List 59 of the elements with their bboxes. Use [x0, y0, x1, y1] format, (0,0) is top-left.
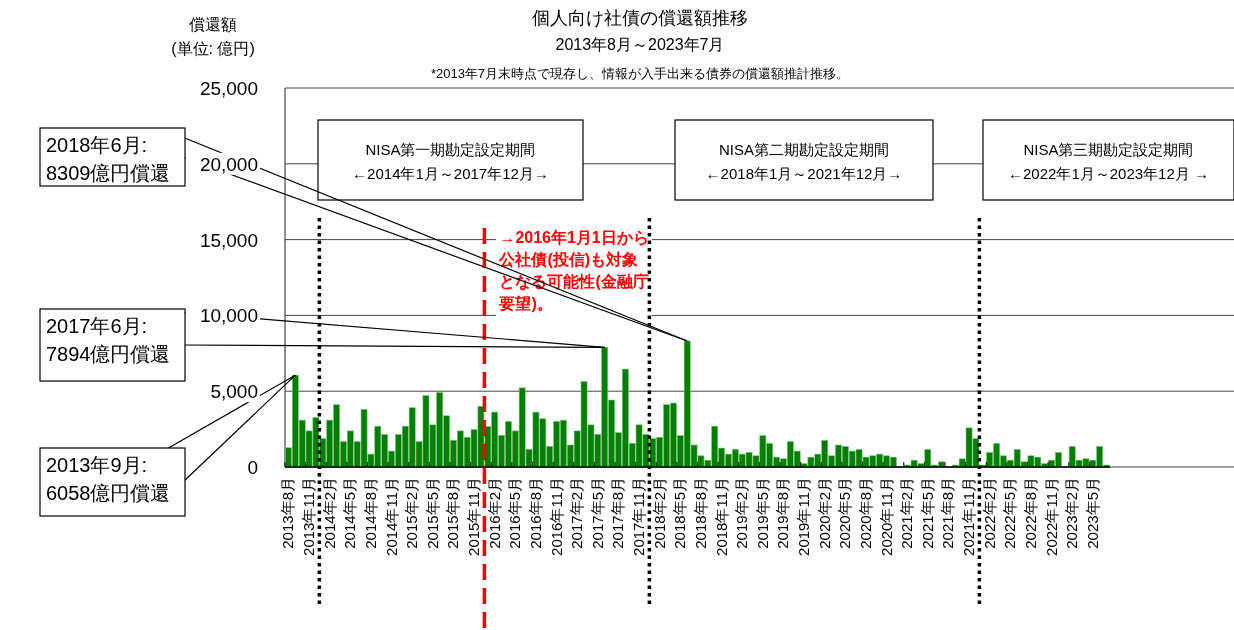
annotation: NISA第二期勘定設定期間 ←2018年1月～2021年12月→	[705, 141, 903, 182]
x-tick-label: 2017年5月	[588, 477, 606, 549]
x-tick-label: 2016年8月	[526, 477, 544, 549]
x-tick-label: 2015年8月	[444, 477, 462, 549]
x-tick-label: 2022年2月	[980, 477, 998, 549]
x-tick-label: 2022年8月	[1021, 477, 1039, 549]
y-axis-title: 償還額 (単位: 億円)	[171, 16, 255, 57]
x-tick-label: 2013年8月	[279, 477, 297, 549]
y-tick-label: 20,000	[199, 153, 258, 175]
y-tick-label: 25,000	[199, 78, 258, 99]
x-tick-label: 2017年8月	[609, 477, 627, 549]
y-tick-label: 15,000	[199, 229, 258, 251]
x-tick-label: 2016年11月	[547, 477, 565, 556]
x-tick-label: 2018年5月	[671, 477, 689, 549]
x-tick-label: 2014年11月	[382, 477, 400, 556]
annotation: 2018年6月: 8309億円償還	[46, 134, 171, 184]
x-tick-label: 2014年2月	[320, 477, 338, 549]
x-tick-label: 2015年2月	[403, 477, 421, 549]
chart-subtitle: 2013年8月～2023年7月	[555, 36, 725, 53]
x-tick-label: 2020年11月	[877, 477, 895, 556]
x-tick-label: 2017年11月	[630, 477, 648, 556]
y-tick-label: 0	[247, 457, 258, 478]
x-tick-label: 2020年2月	[815, 477, 833, 549]
x-tick-label: 2021年11月	[960, 477, 978, 556]
x-tick-label: 2018年2月	[650, 477, 668, 549]
x-tick-label: 2019年8月	[774, 477, 792, 549]
x-tick-label: 2015年5月	[423, 477, 441, 549]
x-tick-label: 2013年11月	[300, 477, 318, 556]
x-tick-label: 2018年8月	[691, 477, 709, 549]
x-tick-label: 2017年2月	[568, 477, 586, 549]
x-tick-label: 2023年5月	[1083, 477, 1101, 549]
x-tick-label: 2019年5月	[753, 477, 771, 549]
x-tick-label: 2020年5月	[836, 477, 854, 549]
annotation: NISA第三期勘定設定期間 ←2022年1月～2023年12月 →	[1008, 141, 1209, 182]
x-tick-label: 2023年2月	[1063, 477, 1081, 549]
text: *2013年7月末時点で現存し、情報が入手出来る債券の償還額推計推移。	[430, 66, 850, 81]
x-tick-label: 2019年2月	[733, 477, 751, 549]
x-tick-label: 2021年2月	[898, 477, 916, 549]
annotation: 2017年6月: 7894億円償還	[46, 315, 171, 365]
annotation: 2013年9月: 6058億円償還	[46, 454, 171, 504]
x-tick-label: 2021年5月	[918, 477, 936, 549]
x-tick-label: 2016年2月	[485, 477, 503, 549]
x-tick-label: 2015年11月	[465, 477, 483, 556]
period-box: NISA第一期勘定設定期間 ←2014年1月～2017年12月→	[317, 119, 584, 201]
period-box: NISA第三期勘定設定期間 ←2022年1月～2023年12月 →	[982, 119, 1234, 201]
x-tick-label: 2014年5月	[341, 477, 359, 549]
x-tick-label: 2020年8月	[856, 477, 874, 549]
period-box: NISA第二期勘定設定期間 ←2018年1月～2021年12月→	[674, 119, 934, 201]
x-tick-label: 2014年8月	[361, 477, 379, 549]
x-tick-label: 2016年5月	[506, 477, 524, 549]
x-tick-label: 2021年8月	[939, 477, 957, 549]
x-tick-label: 2022年5月	[1001, 477, 1019, 549]
annotation: NISA第一期勘定設定期間 ←2014年1月～2017年12月→	[352, 141, 549, 182]
y-tick-label: 5,000	[210, 381, 258, 403]
x-tick-label: 2022年11月	[1042, 477, 1060, 556]
chart-title: 個人向け社債の償還額推移	[532, 8, 748, 28]
x-tick-label: 2018年11月	[712, 477, 730, 556]
x-tick-label: 2019年11月	[795, 477, 813, 556]
y-tick-label: 10,000	[199, 305, 258, 327]
